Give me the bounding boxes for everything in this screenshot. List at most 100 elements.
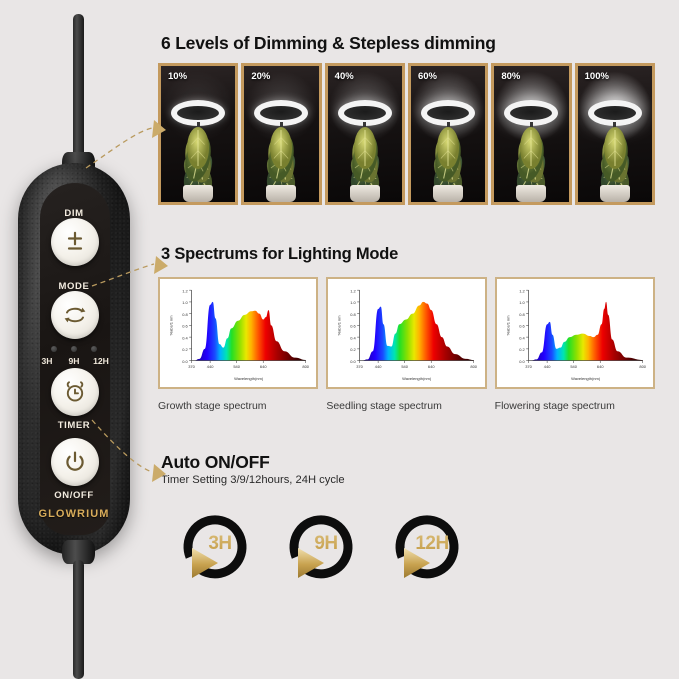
power-button[interactable] [51, 438, 99, 486]
brand-logo: GLOWRIUM [38, 508, 110, 520]
svg-text:370: 370 [188, 364, 195, 369]
plant-pot [516, 185, 547, 202]
plant-pot [599, 185, 630, 202]
spectrum-caption: Seedling stage spectrum [326, 400, 442, 412]
circular-arrow-icon [183, 515, 247, 579]
spectrum-chart-card: 0.0 0.2 0.4 0.6 0.8 1.0 1.2 370 440 540 … [494, 277, 655, 389]
cycle-arrows-icon [63, 304, 87, 326]
timer-cycle-badge: 3H [176, 508, 252, 584]
auto-onoff-heading: Auto ON/OFF [161, 452, 270, 472]
svg-text:0.8: 0.8 [182, 312, 188, 317]
svg-text:540: 540 [233, 364, 240, 369]
spectrum-caption: Growth stage spectrum [158, 400, 267, 412]
timer-mark-12h: 12H [93, 356, 109, 366]
svg-text:Wavelength(nm): Wavelength(nm) [571, 376, 601, 381]
svg-text:%abs/1 nm: %abs/1 nm [505, 315, 510, 336]
plant-pot [349, 185, 380, 202]
circular-arrow-icon [395, 515, 459, 579]
svg-text:440: 440 [543, 364, 550, 369]
svg-text:Wavelength(nm): Wavelength(nm) [234, 376, 264, 381]
svg-text:0.0: 0.0 [519, 359, 525, 364]
svg-text:1.2: 1.2 [519, 288, 525, 293]
dimming-level-label: 40% [334, 71, 354, 82]
potted-plant [494, 116, 568, 202]
svg-text:%abs/1 nm: %abs/1 nm [337, 315, 342, 336]
dimming-level-card: 10% [158, 63, 239, 205]
potted-plant [328, 116, 402, 202]
timer-mark-3h: 3H [41, 356, 53, 366]
led-3h [51, 346, 57, 352]
plant-pot [433, 185, 464, 202]
circular-arrow-icon [289, 515, 353, 579]
spectrum-captions-row: Growth stage spectrum Seedling stage spec… [158, 400, 655, 412]
ring-light [254, 92, 309, 148]
timer-cycle-label: 12H [388, 508, 464, 584]
timer-button[interactable] [51, 368, 99, 416]
svg-text:0.0: 0.0 [182, 359, 188, 364]
spectrum-caption: Flowering stage spectrum [494, 400, 615, 412]
timer-cycle-badges: 3H 9H 12H [176, 508, 466, 588]
dimming-level-label: 100% [584, 71, 609, 82]
timer-mark-9h: 9H [68, 356, 80, 366]
dim-button-label: DIM [64, 208, 84, 219]
svg-text:0.6: 0.6 [519, 324, 525, 329]
potted-plant [161, 116, 235, 202]
svg-text:0.4: 0.4 [519, 335, 525, 340]
svg-text:0.8: 0.8 [519, 312, 525, 317]
timer-button-label: TIMER [57, 420, 91, 431]
dimming-heading: 6 Levels of Dimming & Stepless dimming [161, 33, 496, 53]
dimming-level-label: 60% [417, 71, 437, 82]
timer-cycle-label: 9H [282, 508, 358, 584]
svg-text:640: 640 [260, 364, 267, 369]
power-cable-bottom [73, 560, 84, 679]
spectrum-plot: 0.0 0.2 0.4 0.6 0.8 1.0 1.2 370 440 540 … [331, 282, 482, 384]
auto-onoff-subtitle: Timer Setting 3/9/12hours, 24H cycle [161, 474, 345, 486]
svg-text:0.8: 0.8 [351, 312, 357, 317]
spectrum-plot: 0.0 0.2 0.4 0.6 0.8 1.0 1.2 370 440 540 … [163, 282, 314, 384]
spectrum-chart-card: 0.0 0.2 0.4 0.6 0.8 1.0 1.2 370 440 540 … [158, 277, 319, 389]
dimming-level-label: 20% [251, 71, 271, 82]
ring-light [504, 92, 559, 148]
svg-text:440: 440 [207, 364, 214, 369]
svg-text:800: 800 [302, 364, 309, 369]
plant-pot [183, 185, 214, 202]
plant-pot [266, 185, 297, 202]
svg-text:0.6: 0.6 [351, 324, 357, 329]
dimming-level-card: 20% [241, 63, 322, 205]
svg-text:%abs/1 nm: %abs/1 nm [169, 315, 174, 336]
timer-cycle-label: 3H [176, 508, 252, 584]
svg-text:370: 370 [525, 364, 532, 369]
power-icon [64, 451, 86, 473]
alarm-clock-icon [63, 380, 87, 404]
dimming-levels-strip: 10% [158, 63, 655, 205]
dimming-level-card: 40% [324, 63, 405, 205]
svg-text:800: 800 [471, 364, 478, 369]
svg-text:0.6: 0.6 [182, 324, 188, 329]
mode-button[interactable] [51, 291, 99, 339]
svg-text:1.2: 1.2 [182, 288, 188, 293]
svg-text:Wavelength(nm): Wavelength(nm) [402, 376, 432, 381]
potted-plant [411, 116, 485, 202]
svg-text:0.2: 0.2 [519, 347, 525, 352]
svg-text:540: 540 [402, 364, 409, 369]
svg-text:1.0: 1.0 [182, 300, 188, 305]
svg-text:0.4: 0.4 [182, 335, 188, 340]
svg-text:1.0: 1.0 [351, 300, 357, 305]
dimming-level-label: 10% [168, 71, 188, 82]
svg-text:440: 440 [375, 364, 382, 369]
dimming-level-label: 80% [501, 71, 521, 82]
ring-light [421, 92, 476, 148]
timer-led-indicators [18, 346, 130, 352]
led-9h [71, 346, 77, 352]
dimming-level-card: 60% [407, 63, 489, 205]
svg-text:0.2: 0.2 [351, 347, 357, 352]
mode-button-label: MODE [58, 281, 90, 292]
power-button-label: ON/OFF [54, 490, 94, 501]
spectrum-heading: 3 Spectrums for Lighting Mode [161, 245, 399, 263]
spectrum-charts-row: 0.0 0.2 0.4 0.6 0.8 1.0 1.2 370 440 540 … [158, 277, 655, 389]
spectrum-plot: 0.0 0.2 0.4 0.6 0.8 1.0 1.2 370 440 540 … [499, 282, 650, 384]
dim-button[interactable] [51, 218, 99, 266]
svg-text:640: 640 [597, 364, 604, 369]
potted-plant [578, 116, 652, 202]
svg-text:0.0: 0.0 [351, 359, 357, 364]
